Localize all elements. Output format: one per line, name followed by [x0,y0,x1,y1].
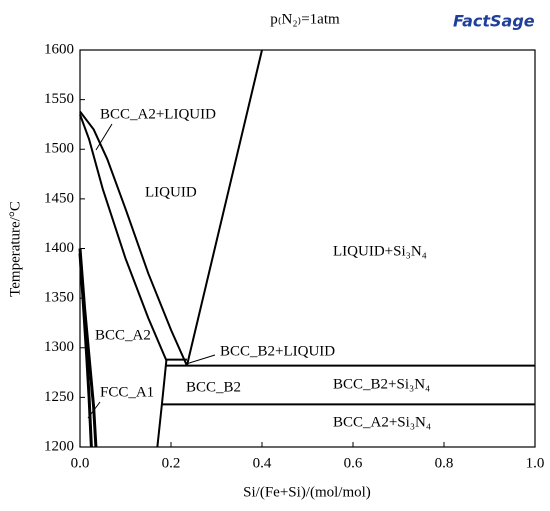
x-tick-label: 0.0 [71,455,90,471]
y-tick-label: 1450 [44,190,74,206]
region-label: BCC_A2+Si₃N₄ [333,414,431,430]
y-tick-label: 1300 [44,339,74,355]
phase-boundary [79,110,188,367]
leader-line [87,401,101,419]
x-tick-label: 0.6 [344,455,363,471]
x-axis-label: Si/(Fe+Si)/(mol/mol) [243,484,371,500]
leader-line [95,123,113,151]
phase-boundary [185,49,263,366]
x-tick-label: 0.8 [435,455,454,471]
region-label: LIQUID [145,184,197,200]
y-axis-label: Temperature/°C [7,201,23,297]
y-tick-label: 1550 [44,91,74,107]
y-tick-label: 1250 [44,389,74,405]
y-tick-label: 1200 [44,438,74,454]
region-label: BCC_B2 [186,379,241,395]
y-tick-label: 1350 [44,290,74,306]
phase-boundary [79,114,168,362]
phase-boundary [78,253,93,448]
y-tick-label: 1500 [44,141,74,157]
x-tick-label: 0.4 [253,455,272,471]
y-tick-label: 1400 [44,240,74,256]
region-label: LIQUID+Si₃N₄ [333,243,427,259]
x-tick-label: 0.2 [162,455,181,471]
region-label: BCC_A2+LIQUID [100,106,216,122]
chart-title: p₍N₂₎=1atm [270,11,340,27]
region-label: BCC_B2+LIQUID [220,343,335,359]
logo: FactSage [453,12,535,31]
region-label: BCC_A2 [95,327,151,343]
x-tick-label: 1.0 [526,455,545,471]
region-label: BCC_B2+Si₃N₄ [333,376,430,392]
phase-boundary [156,359,168,448]
region-label: FCC_A1 [100,384,154,400]
leader-line [185,354,216,365]
y-tick-label: 1600 [44,41,74,57]
